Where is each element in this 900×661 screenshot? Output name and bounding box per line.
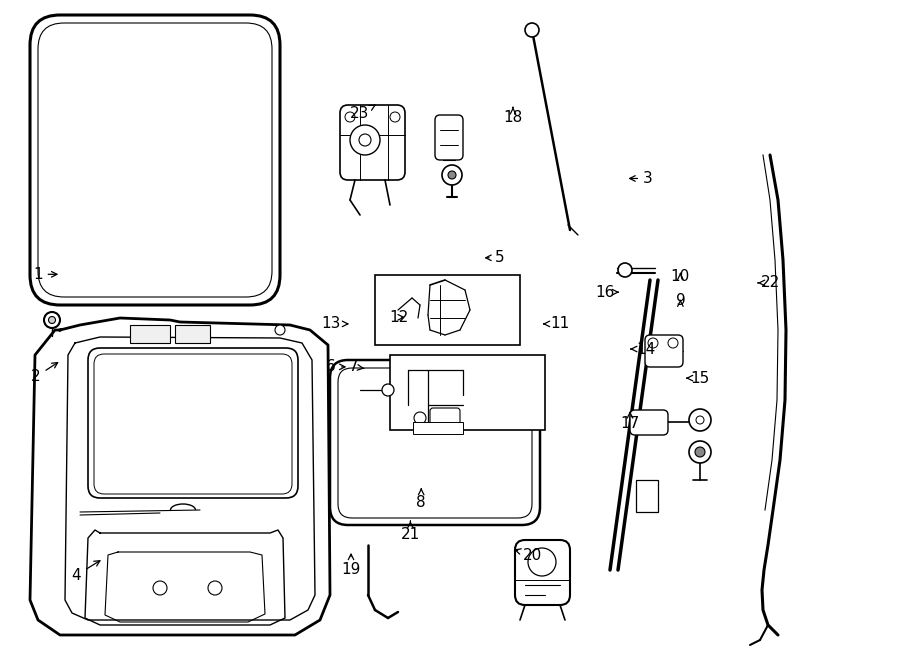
Circle shape (345, 112, 355, 122)
Text: 2: 2 (32, 362, 58, 384)
Bar (636, 480, 658, 512)
Text: 22: 22 (758, 276, 780, 290)
FancyBboxPatch shape (515, 540, 570, 605)
Polygon shape (30, 318, 330, 635)
Circle shape (696, 416, 704, 424)
Circle shape (390, 112, 400, 122)
Text: 12: 12 (389, 310, 409, 325)
Circle shape (695, 447, 705, 457)
Text: 23: 23 (350, 105, 375, 121)
Text: 13: 13 (321, 317, 347, 331)
FancyBboxPatch shape (430, 408, 460, 426)
Bar (390, 355, 545, 430)
Circle shape (350, 125, 380, 155)
Bar (375, 275, 520, 345)
Text: 21: 21 (400, 521, 420, 541)
Circle shape (448, 171, 456, 179)
Text: 14: 14 (631, 342, 656, 356)
Text: 5: 5 (486, 251, 504, 265)
Circle shape (153, 581, 167, 595)
FancyBboxPatch shape (94, 354, 292, 494)
Bar (413, 422, 463, 434)
Circle shape (528, 548, 556, 576)
Text: 1: 1 (33, 267, 57, 282)
FancyBboxPatch shape (645, 335, 683, 367)
Text: 10: 10 (670, 269, 690, 284)
Text: 3: 3 (630, 171, 652, 186)
FancyBboxPatch shape (340, 105, 405, 180)
Text: 20: 20 (515, 548, 543, 563)
FancyBboxPatch shape (630, 410, 668, 435)
Text: 15: 15 (687, 371, 710, 385)
Text: 4: 4 (72, 561, 100, 582)
Circle shape (382, 384, 394, 396)
Circle shape (414, 412, 426, 424)
Bar (175, 325, 210, 343)
Text: 19: 19 (341, 554, 361, 577)
FancyBboxPatch shape (435, 115, 463, 160)
Circle shape (525, 23, 539, 37)
Bar (130, 325, 170, 343)
Circle shape (689, 409, 711, 431)
FancyBboxPatch shape (338, 368, 532, 518)
Text: 7: 7 (349, 360, 364, 374)
Circle shape (44, 312, 60, 328)
Text: 8: 8 (417, 489, 426, 510)
Circle shape (689, 441, 711, 463)
FancyBboxPatch shape (88, 348, 298, 498)
Circle shape (618, 263, 632, 277)
Circle shape (648, 338, 658, 348)
Text: 16: 16 (595, 285, 618, 299)
Text: 6: 6 (327, 360, 345, 374)
Circle shape (275, 325, 285, 335)
Text: 17: 17 (620, 412, 640, 430)
FancyBboxPatch shape (30, 15, 280, 305)
Circle shape (49, 317, 56, 323)
Text: 18: 18 (503, 107, 523, 125)
Text: 9: 9 (676, 293, 685, 308)
FancyBboxPatch shape (330, 360, 540, 525)
Circle shape (208, 581, 222, 595)
Text: 11: 11 (544, 317, 570, 331)
Circle shape (668, 338, 678, 348)
Circle shape (442, 165, 462, 185)
Polygon shape (85, 530, 285, 625)
Circle shape (359, 134, 371, 146)
FancyBboxPatch shape (38, 23, 272, 297)
